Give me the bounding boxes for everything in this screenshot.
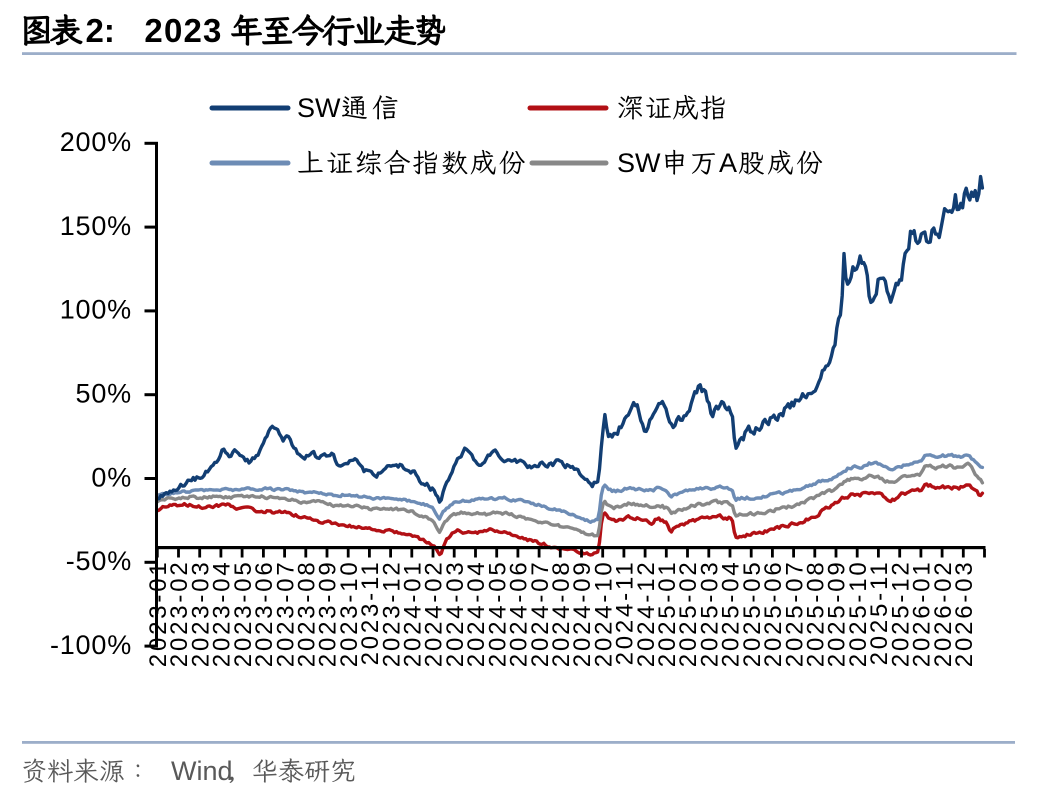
svg-text:2024-08: 2024-08 [548, 560, 575, 668]
svg-text:2026-03: 2026-03 [951, 560, 978, 668]
svg-text:2025-06: 2025-06 [760, 560, 787, 668]
svg-text:200%: 200% [60, 127, 132, 157]
svg-text:2024-02: 2024-02 [421, 560, 448, 668]
svg-text:2023: 2023 [144, 12, 222, 49]
svg-text:150%: 150% [60, 211, 132, 241]
svg-text:2024-07: 2024-07 [527, 560, 554, 668]
svg-text:2023-05: 2023-05 [230, 560, 257, 668]
svg-text:2024-03: 2024-03 [442, 560, 469, 668]
svg-text:2023-02: 2023-02 [166, 560, 193, 668]
svg-text:2026-01: 2026-01 [909, 560, 936, 668]
svg-text:2025-07: 2025-07 [781, 560, 808, 668]
svg-text:2025-12: 2025-12 [887, 560, 914, 668]
svg-text:2023-01: 2023-01 [145, 560, 172, 668]
svg-text:2025-11: 2025-11 [866, 560, 893, 666]
svg-text:2024-05: 2024-05 [484, 560, 511, 668]
svg-text:2023-03: 2023-03 [187, 560, 214, 668]
svg-text:2023-07: 2023-07 [272, 560, 299, 668]
svg-text:SW: SW [617, 148, 661, 178]
svg-text:2023-09: 2023-09 [315, 560, 342, 668]
svg-text:2023-10: 2023-10 [336, 560, 363, 668]
svg-text:2024-06: 2024-06 [506, 560, 533, 668]
svg-text:-50%: -50% [66, 546, 132, 576]
svg-text:2025-04: 2025-04 [718, 560, 745, 668]
svg-text:2023-11: 2023-11 [357, 560, 384, 666]
svg-text:2025-10: 2025-10 [845, 560, 872, 668]
svg-text:-100%: -100% [50, 630, 132, 660]
svg-text:Wind: Wind [171, 756, 233, 786]
svg-text:2025-09: 2025-09 [824, 560, 851, 668]
svg-text:2025-01: 2025-01 [654, 560, 681, 668]
svg-text:2024-10: 2024-10 [590, 560, 617, 668]
svg-text:2024-11: 2024-11 [612, 560, 639, 666]
svg-text:2024-01: 2024-01 [400, 560, 427, 668]
svg-text:2025-08: 2025-08 [803, 560, 830, 668]
svg-text:2026-02: 2026-02 [930, 560, 957, 668]
svg-text:2023-08: 2023-08 [294, 560, 321, 668]
svg-text:2023-12: 2023-12 [378, 560, 405, 668]
svg-text:0%: 0% [91, 462, 132, 492]
svg-text:2024-04: 2024-04 [463, 560, 490, 668]
svg-text:2025-02: 2025-02 [675, 560, 702, 668]
svg-text:100%: 100% [60, 295, 132, 325]
svg-text:2024-09: 2024-09 [569, 560, 596, 668]
svg-text:2023-06: 2023-06 [251, 560, 278, 668]
svg-text:50%: 50% [76, 379, 132, 409]
svg-text:2025-05: 2025-05 [739, 560, 766, 668]
svg-text:2024-12: 2024-12 [633, 560, 660, 668]
svg-text:SW: SW [297, 93, 341, 123]
svg-text:2023-04: 2023-04 [209, 560, 236, 668]
svg-text:2:: 2: [86, 12, 115, 49]
svg-text:A: A [719, 148, 737, 178]
svg-text:2025-03: 2025-03 [697, 560, 724, 668]
